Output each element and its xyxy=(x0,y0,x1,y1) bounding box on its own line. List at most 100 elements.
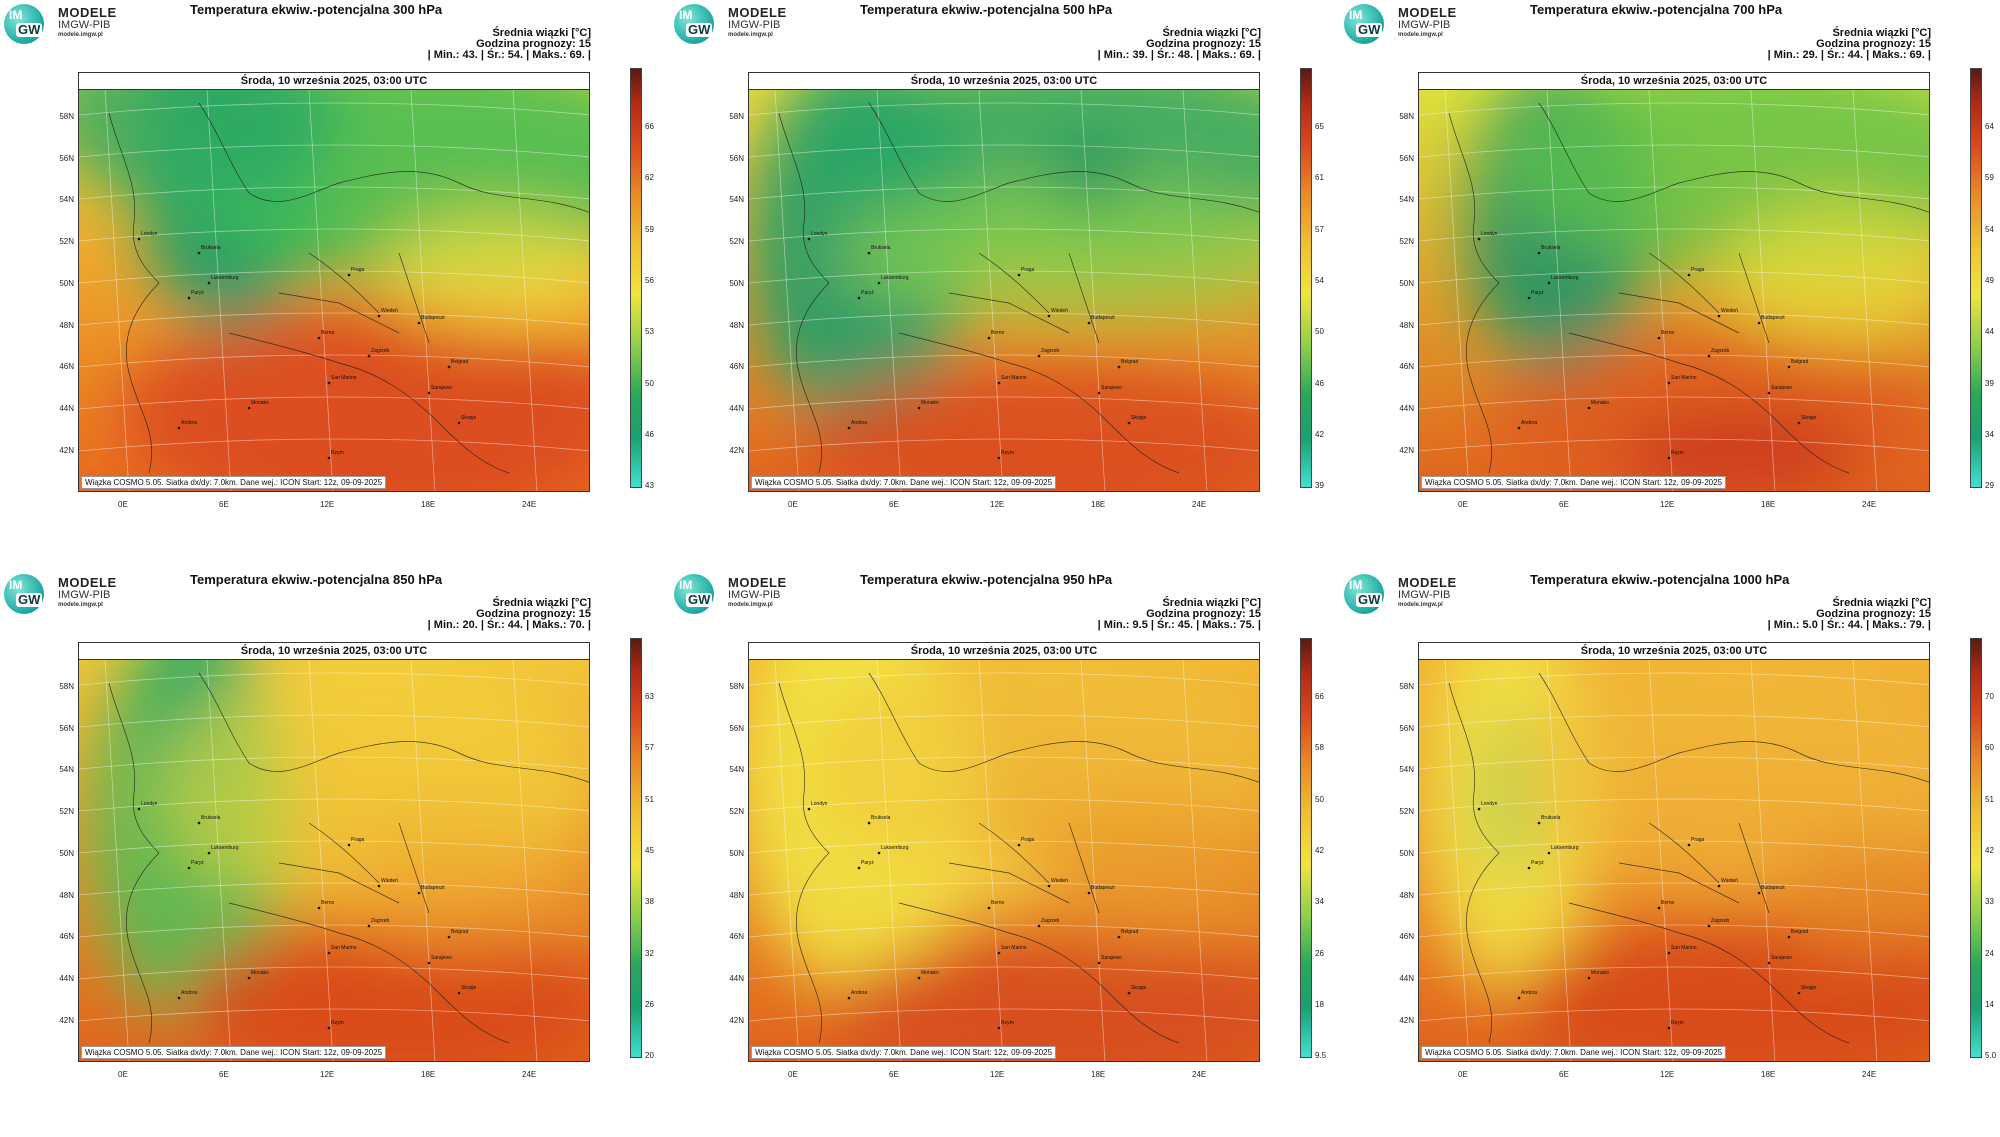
longitude-label: 6E xyxy=(1559,1070,1569,1079)
city-marker xyxy=(1477,807,1481,811)
city-marker xyxy=(207,281,211,285)
city-marker xyxy=(327,951,331,955)
imgw-logo: IM GW MODELE IMGW-PIB modele.imgw.pl xyxy=(4,572,116,616)
logo-line1: MODELE xyxy=(58,5,117,20)
colorbar-tick: 26 xyxy=(1315,948,1324,958)
colorbar-tick: 70 xyxy=(1985,692,1994,701)
city-label: Monako xyxy=(921,970,939,976)
city-label: Paryż xyxy=(191,290,204,296)
city-marker xyxy=(1787,935,1791,939)
city-marker xyxy=(447,935,451,939)
city-label: Rzym xyxy=(1001,450,1014,456)
latitude-label: 56N xyxy=(729,153,744,163)
city-marker xyxy=(1097,391,1101,395)
colorbar-tick: 20 xyxy=(645,1051,654,1061)
longitude-label: 6E xyxy=(889,500,899,509)
imgw-logo-icon: IM GW xyxy=(674,4,714,44)
logo-line3: modele.imgw.pl xyxy=(58,32,103,38)
city-label: Belgrad xyxy=(451,359,469,365)
city-label: Luksemburg xyxy=(1551,845,1579,851)
city-marker xyxy=(347,273,351,277)
city-marker xyxy=(1517,426,1521,430)
city-marker xyxy=(427,391,431,395)
city-label: San Marino xyxy=(1001,375,1027,381)
city-label: Paryż xyxy=(861,860,874,866)
city-marker xyxy=(1527,296,1531,300)
stats-block: Średnia wiązki [°C] Godzina prognozy: 15 |… xyxy=(1768,598,1931,631)
logo-line1: MODELE xyxy=(1398,575,1457,590)
latitude-label: 46N xyxy=(59,932,74,942)
city-marker xyxy=(997,951,1001,955)
city-label: Londyn xyxy=(141,801,158,807)
colorbar-tick: 49 xyxy=(1985,275,1994,285)
city-label: San Marino xyxy=(331,375,357,381)
longitude-label: 12E xyxy=(1660,1070,1675,1079)
logo-gw: GW xyxy=(1356,592,1383,607)
imgw-logo-icon: IM GW xyxy=(4,574,44,614)
map-footer: Wiązka COSMO 5.05. Siatka dx/dy: 7.0km. … xyxy=(81,476,387,489)
colorbar-tick: 57 xyxy=(1315,224,1324,234)
city-marker xyxy=(1527,866,1531,870)
city-marker xyxy=(377,884,381,888)
imgw-logo-icon: IM GW xyxy=(1344,574,1384,614)
colorbar xyxy=(630,68,642,488)
city-marker xyxy=(1087,891,1091,895)
city-label: Rzym xyxy=(1001,1020,1014,1026)
city-marker xyxy=(1667,1026,1671,1030)
longitude-label: 12E xyxy=(320,500,335,509)
city-label: Sarajewo xyxy=(431,385,452,391)
city-label: Rzym xyxy=(1671,450,1684,456)
latitude-label: 58N xyxy=(59,682,74,691)
latitude-label: 52N xyxy=(59,237,74,247)
city-marker xyxy=(877,281,881,285)
city-marker xyxy=(847,426,851,430)
colorbar-tick: 50 xyxy=(645,378,654,388)
info-mean-label: Średnia wiązki [°C] xyxy=(1162,27,1261,39)
city-marker xyxy=(317,336,321,340)
panel-title: Temperatura ekwiw.-potencjalna 1000 hPa xyxy=(1530,572,1790,587)
city-marker xyxy=(137,807,141,811)
map-area: Środa, 10 września 2025, 03:00 UTC Londyn… xyxy=(748,642,1260,1062)
longitude-label: 6E xyxy=(219,1070,229,1079)
colorbar xyxy=(1970,68,1982,488)
logo-im: IM xyxy=(1349,8,1363,22)
colorbar-tick: 45 xyxy=(645,845,654,855)
imgw-logo-icon: IM GW xyxy=(1344,4,1384,44)
city-marker xyxy=(427,961,431,965)
logo-line1: MODELE xyxy=(728,575,787,590)
city-label: Budapeszt xyxy=(421,315,445,321)
colorbar-tick: 44 xyxy=(1985,327,1994,337)
map-footer: Wiązka COSMO 5.05. Siatka dx/dy: 7.0km. … xyxy=(751,476,1057,489)
map-panel: IM GW MODELE IMGW-PIB modele.imgw.pl Temperat… xyxy=(670,0,1338,560)
longitude-label: 24E xyxy=(1192,500,1207,509)
latitude-label: 48N xyxy=(729,890,744,900)
colorbar-tick: 54 xyxy=(1985,224,1994,234)
info-stats: | Min.: 29. | Śr.: 44. | Maks.: 69. | xyxy=(1767,49,1931,61)
city-marker xyxy=(1097,961,1101,965)
panel-title: Temperatura ekwiw.-potencjalna 850 hPa xyxy=(190,572,443,587)
city-marker xyxy=(197,821,201,825)
latitude-label: 48N xyxy=(729,320,744,330)
longitude-label: 24E xyxy=(522,500,537,509)
city-marker xyxy=(857,866,861,870)
colorbar-tick: 42 xyxy=(1315,845,1324,855)
latitude-label: 52N xyxy=(729,237,744,247)
city-marker xyxy=(1517,996,1521,1000)
city-marker xyxy=(987,336,991,340)
city-label: Luksemburg xyxy=(1551,275,1579,281)
city-label: San Marino xyxy=(1671,375,1697,381)
city-label: Andora xyxy=(851,420,868,426)
city-marker xyxy=(1477,237,1481,241)
city-label: Budapeszt xyxy=(421,885,445,891)
city-marker xyxy=(1117,365,1121,369)
logo-gw: GW xyxy=(686,592,713,607)
colorbar-tick: 51 xyxy=(645,794,654,804)
city-label: Belgrad xyxy=(451,929,469,935)
colorbar-tick: 42 xyxy=(1315,429,1324,439)
latitude-label: 42N xyxy=(59,1015,74,1025)
city-marker xyxy=(1037,354,1041,358)
longitude-label: 12E xyxy=(990,500,1005,509)
longitude-label: 12E xyxy=(1660,500,1675,509)
city-marker xyxy=(1767,961,1771,965)
longitude-label: 6E xyxy=(889,1070,899,1079)
